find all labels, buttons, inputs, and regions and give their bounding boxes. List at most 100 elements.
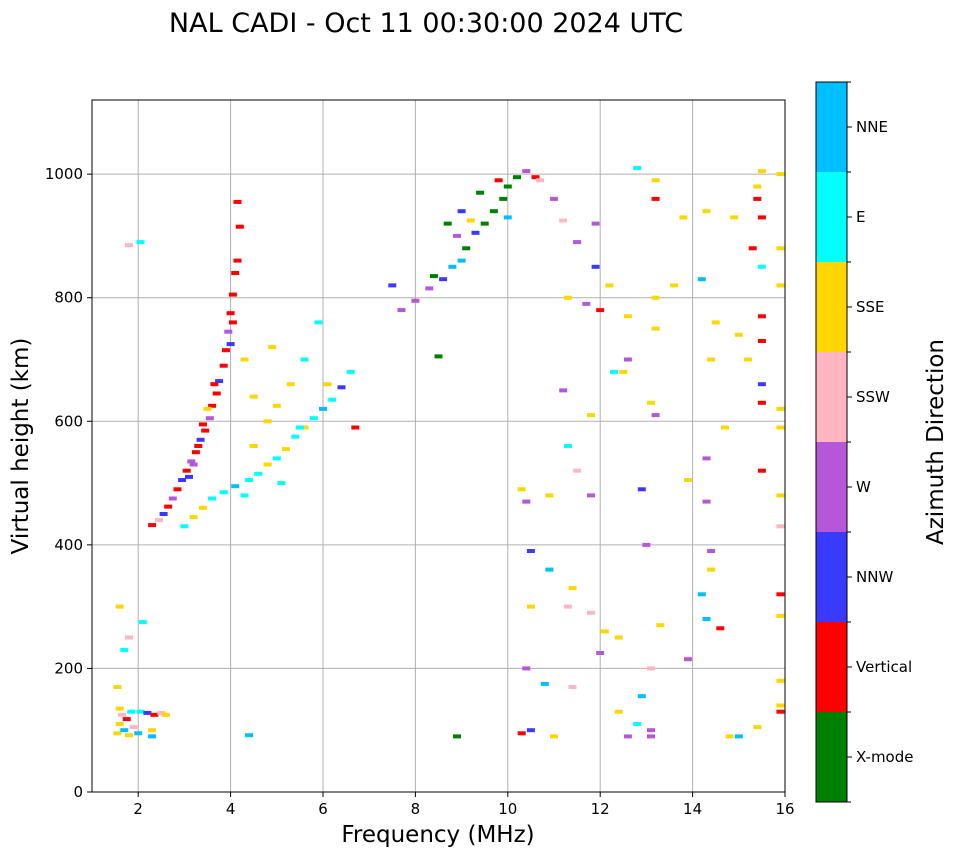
echo-point bbox=[734, 734, 743, 739]
echo-point bbox=[113, 685, 122, 689]
echo-point bbox=[582, 301, 591, 306]
echo-point bbox=[647, 734, 655, 739]
echo-point bbox=[245, 733, 254, 738]
y-axis-ticks: 0 200 400 600 800 1000 bbox=[45, 165, 92, 801]
y-tick-label: 0 bbox=[73, 783, 83, 801]
echo-point bbox=[522, 499, 531, 504]
echo-point bbox=[187, 459, 196, 464]
echo-point bbox=[125, 635, 133, 640]
echo-point bbox=[563, 604, 572, 609]
x-tick-label: 14 bbox=[683, 800, 702, 818]
echo-point bbox=[272, 456, 281, 461]
echo-point bbox=[707, 567, 716, 572]
colorbar-swatch bbox=[816, 532, 847, 622]
echo-point bbox=[185, 474, 193, 479]
echo-point bbox=[189, 515, 198, 520]
echo-point bbox=[268, 345, 277, 350]
x-axis-label: Frequency (MHz) bbox=[341, 822, 534, 848]
echo-point bbox=[231, 484, 240, 489]
echo-point bbox=[254, 471, 263, 476]
echo-point bbox=[568, 586, 577, 591]
echo-point bbox=[263, 419, 272, 424]
echo-point bbox=[245, 478, 254, 482]
echo-point bbox=[651, 326, 660, 331]
echo-point bbox=[633, 166, 642, 170]
echo-point bbox=[568, 685, 577, 689]
echo-point bbox=[503, 184, 512, 189]
echo-point bbox=[744, 357, 752, 362]
echo-point bbox=[517, 487, 526, 492]
echo-point bbox=[228, 292, 237, 297]
echo-point bbox=[670, 283, 679, 288]
x-tick-label: 16 bbox=[775, 800, 794, 818]
chart-title: NAL CADI - Oct 11 00:30:00 2024 UTC bbox=[169, 8, 683, 39]
echo-point bbox=[448, 264, 457, 269]
echo-point bbox=[138, 620, 147, 625]
echo-point bbox=[526, 549, 535, 553]
echo-point bbox=[651, 413, 660, 418]
echo-point bbox=[208, 496, 217, 501]
echo-point bbox=[550, 734, 558, 739]
echo-point bbox=[180, 524, 189, 529]
echo-point bbox=[776, 493, 785, 498]
echo-point bbox=[164, 504, 173, 509]
colorbar-swatch bbox=[816, 622, 847, 712]
echo-point bbox=[196, 437, 205, 442]
echo-point bbox=[684, 478, 692, 482]
x-tick-label: 10 bbox=[498, 800, 517, 818]
echo-point bbox=[115, 604, 124, 609]
echo-point bbox=[753, 184, 762, 189]
echo-point bbox=[679, 215, 688, 220]
echo-point bbox=[494, 178, 503, 183]
echo-point bbox=[776, 172, 785, 177]
echo-point bbox=[647, 666, 655, 671]
echo-point bbox=[425, 286, 434, 291]
echo-point bbox=[434, 354, 443, 359]
echo-point bbox=[228, 320, 237, 325]
y-axis-label: Virtual height (km) bbox=[8, 338, 34, 555]
echo-point bbox=[286, 382, 295, 387]
echo-point bbox=[157, 710, 166, 715]
echo-point bbox=[120, 647, 129, 652]
echo-point bbox=[215, 379, 224, 384]
colorbar-swatch bbox=[816, 352, 847, 442]
echo-point bbox=[707, 549, 716, 553]
echo-point bbox=[605, 283, 614, 288]
echo-point bbox=[314, 320, 323, 325]
echo-point bbox=[697, 592, 706, 597]
x-tick-label: 6 bbox=[318, 800, 328, 818]
echo-point bbox=[212, 391, 221, 396]
x-axis-ticks: 2 4 6 8 10 12 14 16 bbox=[133, 792, 795, 818]
echo-point bbox=[702, 456, 711, 461]
echo-point bbox=[309, 416, 318, 421]
echo-point bbox=[346, 369, 355, 374]
echo-point bbox=[757, 382, 766, 387]
echo-point bbox=[263, 462, 272, 467]
echo-point bbox=[540, 681, 549, 686]
echo-point bbox=[776, 524, 785, 529]
echo-point bbox=[178, 478, 187, 482]
echo-point bbox=[194, 444, 203, 448]
echo-point bbox=[753, 196, 762, 201]
colorbar-label: Azimuth Direction bbox=[923, 339, 949, 545]
echo-point bbox=[272, 403, 281, 408]
echo-point bbox=[600, 629, 609, 634]
echo-point bbox=[466, 218, 475, 223]
echo-point bbox=[429, 274, 438, 279]
echo-point bbox=[136, 709, 145, 714]
echo-point bbox=[277, 481, 286, 486]
echo-point bbox=[155, 518, 163, 523]
echo-point bbox=[226, 311, 235, 316]
echo-point bbox=[143, 710, 152, 715]
echo-point bbox=[545, 567, 554, 572]
echo-point bbox=[684, 657, 692, 662]
echo-point bbox=[559, 218, 568, 223]
echo-point bbox=[776, 425, 785, 430]
echo-point bbox=[550, 196, 558, 201]
echo-point bbox=[596, 308, 605, 313]
echo-point bbox=[711, 320, 720, 325]
y-tick-label: 1000 bbox=[45, 165, 83, 183]
colorbar-category-label: NNW bbox=[856, 568, 893, 586]
echo-point bbox=[776, 246, 785, 251]
